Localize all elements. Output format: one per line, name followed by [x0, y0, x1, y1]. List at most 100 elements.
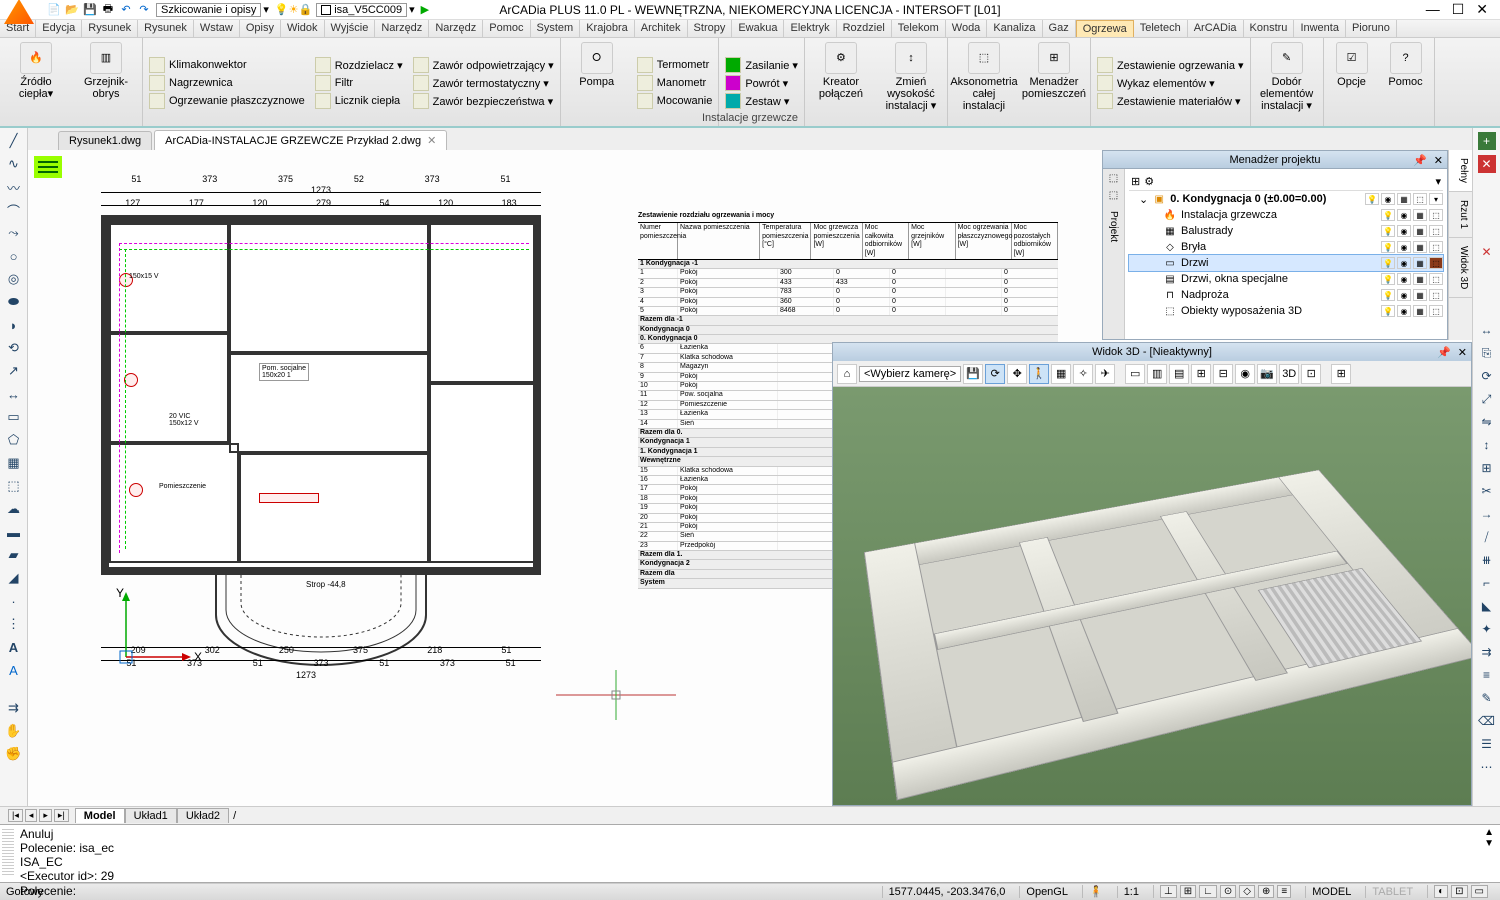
- options-button[interactable]: ☑Opcje: [1330, 42, 1374, 124]
- r-scale-icon[interactable]: ⤢: [1478, 390, 1496, 408]
- undo-icon[interactable]: ↶: [118, 2, 134, 18]
- help-button[interactable]: ?Pomoc: [1384, 42, 1428, 124]
- workspace-combo[interactable]: Szkicowanie i opisy: [156, 3, 261, 17]
- arc-tool-icon[interactable]: ⌒: [5, 201, 23, 219]
- tree-item[interactable]: ⊓Nadproża💡◉▦⬚: [1129, 287, 1443, 303]
- ribbon-tab[interactable]: Ogrzewa: [1076, 20, 1134, 37]
- v3-pan-icon[interactable]: ✥: [1007, 364, 1027, 384]
- pm-vtab[interactable]: Widok 3D: [1449, 238, 1472, 298]
- ribbon-tab[interactable]: Wstaw: [194, 20, 240, 37]
- sheet-layout1[interactable]: Układ1: [125, 808, 177, 823]
- tree-item[interactable]: ▦Balustrady💡◉▦⬚: [1129, 223, 1443, 239]
- surface-heating-item[interactable]: Ogrzewanie płaszczyznowe: [149, 93, 305, 109]
- mtext-tool-icon[interactable]: A: [5, 638, 23, 656]
- tree-root[interactable]: ⌄▣ 0. Kondygnacja 0 (±0.00=0.00) 💡◉▦⬚▾: [1129, 191, 1443, 207]
- v3-nav-icon[interactable]: ✧: [1073, 364, 1093, 384]
- v3-brick-icon[interactable]: ▦: [1051, 364, 1071, 384]
- ribbon-tab[interactable]: Narzędz: [375, 20, 429, 37]
- ribbon-tab[interactable]: Gaz: [1043, 20, 1076, 37]
- save-icon[interactable]: 💾: [82, 2, 98, 18]
- viewport-menu-icon[interactable]: [34, 156, 62, 178]
- material-list-item[interactable]: Zestawienie materiałów ▾: [1097, 93, 1244, 109]
- cmd-grip[interactable]: [2, 829, 14, 877]
- r-mirror-icon[interactable]: ⇋: [1478, 413, 1496, 431]
- bulb-icon[interactable]: 💡: [275, 3, 289, 16]
- maximize-button[interactable]: ☐: [1452, 1, 1465, 18]
- polyline-tool-icon[interactable]: ∿: [5, 155, 23, 173]
- print-icon[interactable]: 🖶: [100, 2, 116, 18]
- r-stretch-icon[interactable]: ↕: [1478, 436, 1496, 454]
- heater-item[interactable]: Nagrzewnica: [149, 75, 305, 91]
- trace-tool-icon[interactable]: ▬: [5, 523, 23, 541]
- text-tool-icon[interactable]: A: [5, 661, 23, 679]
- tree-expand-icon[interactable]: ⊞: [1131, 175, 1140, 188]
- r-move-icon[interactable]: ↔: [1478, 321, 1496, 339]
- project-tree[interactable]: ⊞ ⚙ ▾ ⌄▣ 0. Kondygnacja 0 (±0.00=0.00) 💡…: [1125, 169, 1447, 339]
- view3d-scene[interactable]: [833, 387, 1471, 805]
- r-offset2-icon[interactable]: ⇉: [1478, 643, 1496, 661]
- ribbon-tab[interactable]: Wyjście: [325, 20, 376, 37]
- v3-t7-icon[interactable]: 📷: [1257, 364, 1277, 384]
- ribbon-tab[interactable]: Pioruno: [1346, 20, 1397, 37]
- sun-icon[interactable]: ☀: [289, 3, 299, 16]
- r-close2-icon[interactable]: ✕: [1478, 243, 1496, 261]
- v3-home-icon[interactable]: ⌂: [837, 364, 857, 384]
- earc-tool-icon[interactable]: ◗: [5, 316, 23, 334]
- minimize-button[interactable]: —: [1426, 1, 1440, 18]
- v3-fly-icon[interactable]: ✈: [1095, 364, 1115, 384]
- r-fillet-icon[interactable]: ⌐: [1478, 574, 1496, 592]
- close-button[interactable]: ✕: [1476, 1, 1488, 18]
- redo-icon[interactable]: ↷: [136, 2, 152, 18]
- v3-t5-icon[interactable]: ⊟: [1213, 364, 1233, 384]
- ring-tool-icon[interactable]: ◎: [5, 270, 23, 288]
- pm-side-tab[interactable]: ⬚⬚ Projekt: [1103, 169, 1125, 339]
- curve-tool-icon[interactable]: ⤳: [5, 224, 23, 242]
- v3-t2-icon[interactable]: ▥: [1147, 364, 1167, 384]
- r-join-icon[interactable]: ⧻: [1478, 551, 1496, 569]
- ribbon-tab[interactable]: Kanaliza: [987, 20, 1042, 37]
- return-item[interactable]: Powrót ▾: [725, 75, 798, 91]
- ribbon-tab[interactable]: Woda: [946, 20, 988, 37]
- lock-icon[interactable]: 🔒: [298, 3, 312, 16]
- ribbon-tab[interactable]: Krajobra: [580, 20, 635, 37]
- wipeout-tool-icon[interactable]: ⬚: [5, 477, 23, 495]
- tree-item[interactable]: 🔥Instalacja grzewcza💡◉▦⬚: [1129, 207, 1443, 223]
- manifold-item[interactable]: Rozdzielacz ▾: [315, 57, 403, 73]
- circle-tool-icon[interactable]: ○: [5, 247, 23, 265]
- r-extend-icon[interactable]: →: [1478, 505, 1496, 523]
- ribbon-tab[interactable]: Ewakua: [732, 20, 784, 37]
- ribbon-tab[interactable]: Inwenta: [1294, 20, 1346, 37]
- r-explode-icon[interactable]: ✦: [1478, 620, 1496, 638]
- ribbon-tab[interactable]: Edycja: [36, 20, 82, 37]
- offset-tool-icon[interactable]: ⇉: [5, 699, 23, 717]
- supply-item[interactable]: Zasilanie ▾: [725, 57, 798, 73]
- line-tool-icon[interactable]: ╱: [5, 132, 23, 150]
- spline-tool-icon[interactable]: 〰: [5, 178, 23, 196]
- v3-t3-icon[interactable]: ▤: [1169, 364, 1189, 384]
- change-height-button[interactable]: ↕Zmień wysokość instalacji ▾: [881, 42, 941, 124]
- element-list-item[interactable]: Wykaz elementów ▾: [1097, 75, 1244, 91]
- ribbon-tab[interactable]: Elektryk: [784, 20, 836, 37]
- pm-vtab[interactable]: Pełny: [1449, 150, 1472, 192]
- sheet-next-icon[interactable]: ▸: [39, 809, 52, 822]
- ribbon-tab[interactable]: Architek: [635, 20, 688, 37]
- new-icon[interactable]: 📄: [46, 2, 62, 18]
- pm-vtab[interactable]: Rzut 1: [1449, 192, 1472, 238]
- r-trim-icon[interactable]: ✂: [1478, 482, 1496, 500]
- v3-walk-icon[interactable]: 🚶: [1029, 364, 1049, 384]
- v3-t4-icon[interactable]: ⊞: [1191, 364, 1211, 384]
- r-rotate-icon[interactable]: ⟳: [1478, 367, 1496, 385]
- heat-source-button[interactable]: 🔥Źródło ciepła▾: [6, 42, 66, 124]
- loop-tool-icon[interactable]: ⟲: [5, 339, 23, 357]
- safety-valve-item[interactable]: Zawór bezpieczeństwa ▾: [413, 93, 554, 109]
- doc-tab-1[interactable]: Rysunek1.dwg: [58, 131, 152, 150]
- v3-save-icon[interactable]: 💾: [963, 364, 983, 384]
- ribbon-tab[interactable]: Rysunek: [138, 20, 194, 37]
- ellipse-tool-icon[interactable]: ⬬: [5, 293, 23, 311]
- v3-orbit-icon[interactable]: ⟳: [985, 364, 1005, 384]
- radiator-outline-button[interactable]: ▥Grzejnik-obrys: [76, 42, 136, 124]
- rect-tool-icon[interactable]: ▭: [5, 408, 23, 426]
- ribbon-tab[interactable]: Narzędz: [429, 20, 483, 37]
- ray-tool-icon[interactable]: ↗: [5, 362, 23, 380]
- manometer-item[interactable]: Manometr: [637, 75, 713, 91]
